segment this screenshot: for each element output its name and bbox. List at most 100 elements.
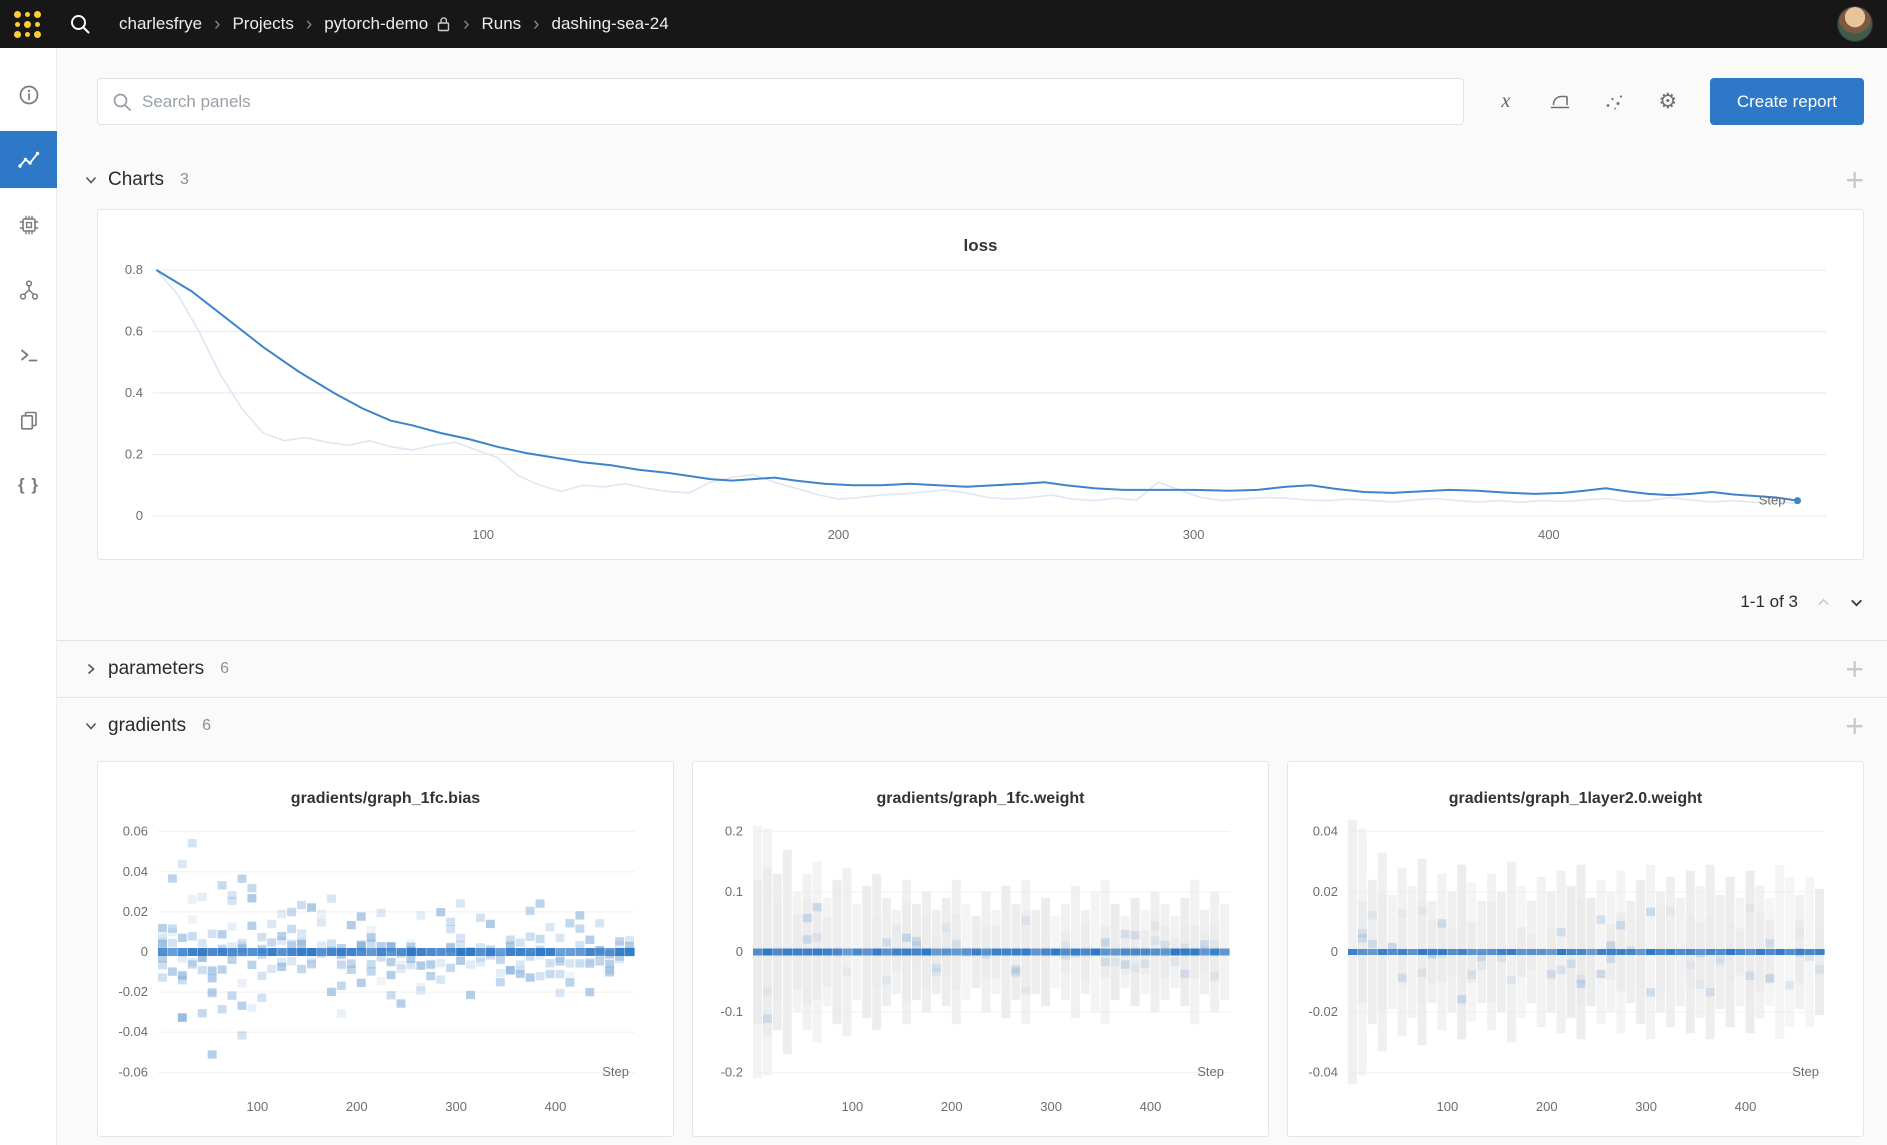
svg-text:0.1: 0.1 xyxy=(725,884,743,899)
svg-text:400: 400 xyxy=(1140,1099,1162,1114)
chevron-down-icon[interactable] xyxy=(84,173,102,187)
svg-text:0: 0 xyxy=(136,508,143,523)
chevron-down-icon[interactable] xyxy=(84,719,102,733)
svg-text:300: 300 xyxy=(1183,527,1205,542)
breadcrumb-run[interactable]: dashing-sea-24 xyxy=(551,14,669,33)
workspace-main: x ⚙ Create report Charts 3 + loss 0.8 0.6… xyxy=(57,48,1887,1145)
sidebar-item-files[interactable] xyxy=(0,391,57,448)
svg-text:200: 200 xyxy=(1536,1099,1558,1114)
gradient-heatmap-panel[interactable]: gradients/graph_1layer2.0.weight 0.04 0.0… xyxy=(1287,761,1864,1137)
gradients-section-count: 6 xyxy=(202,717,212,734)
svg-text:0: 0 xyxy=(1331,944,1338,959)
chevron-right-icon[interactable] xyxy=(84,662,102,676)
sidebar-item-charts[interactable] xyxy=(0,131,57,188)
parameters-section-header: parameters 6 + xyxy=(57,640,1887,697)
breadcrumb: charlesfrye › Projects › pytorch-demo › … xyxy=(119,14,669,34)
info-icon xyxy=(18,84,40,106)
svg-text:0.02: 0.02 xyxy=(123,904,148,919)
top-navbar: charlesfrye › Projects › pytorch-demo › … xyxy=(0,0,1887,48)
sidebar-item-logs[interactable] xyxy=(0,326,57,383)
breadcrumb-separator: › xyxy=(214,13,221,35)
charts-section-header: Charts 3 + xyxy=(84,162,1864,198)
gradient-heatmap-panel[interactable]: gradients/graph_1fc.weight 0.2 0.1 0 -0.1 -0… xyxy=(692,761,1269,1137)
charts-section-label[interactable]: Charts xyxy=(108,169,164,190)
svg-text:0: 0 xyxy=(736,944,743,959)
gradient-heatmap-chart[interactable]: 0.04 0.02 0 -0.02 -0.04 100 200 300 400 Step xyxy=(1288,762,1863,1136)
page-down-icon[interactable] xyxy=(1849,595,1864,610)
svg-text:0.6: 0.6 xyxy=(125,324,143,339)
toolbar-icon-group: x ⚙ xyxy=(1494,90,1680,114)
gradient-panel-title: gradients/graph_1layer2.0.weight xyxy=(1448,790,1703,807)
svg-text:300: 300 xyxy=(1040,1099,1062,1114)
parameters-section-label[interactable]: parameters xyxy=(108,658,205,679)
breadcrumb-user[interactable]: charlesfrye xyxy=(119,14,203,33)
svg-text:100: 100 xyxy=(1437,1099,1459,1114)
line-chart-icon xyxy=(17,148,41,172)
svg-text:-0.1: -0.1 xyxy=(721,1004,743,1019)
pagination-label: 1-1 of 3 xyxy=(1740,592,1798,611)
add-panel-icon[interactable]: + xyxy=(1845,708,1864,744)
svg-text:-0.04: -0.04 xyxy=(118,1024,148,1039)
charts-pagination: 1-1 of 3 xyxy=(97,586,1864,618)
search-icon xyxy=(113,93,131,111)
braces-icon: { } xyxy=(18,474,39,494)
files-icon xyxy=(18,409,40,431)
gradient-heatmap-chart[interactable]: 0.2 0.1 0 -0.1 -0.2 100 200 300 400 Step xyxy=(693,762,1268,1136)
svg-text:300: 300 xyxy=(1635,1099,1657,1114)
loss-chart-panel[interactable]: loss 0.8 0.6 0.4 0.2 0 100 200 300 400 Step xyxy=(97,209,1864,560)
settings-gear-icon[interactable]: ⚙ xyxy=(1658,89,1678,113)
parameters-section-count: 6 xyxy=(220,660,230,677)
gradient-heatmap-panel[interactable]: gradients/graph_1fc.bias 0.06 0.04 0.02 0 -0… xyxy=(97,761,674,1137)
svg-text:400: 400 xyxy=(1538,527,1560,542)
breadcrumb-separator: › xyxy=(533,13,540,35)
sidebar-item-artifacts[interactable]: { } xyxy=(0,456,57,513)
svg-text:0.04: 0.04 xyxy=(1313,824,1338,839)
create-report-button[interactable]: Create report xyxy=(1709,78,1864,125)
charts-section-count: 3 xyxy=(179,171,189,188)
svg-text:400: 400 xyxy=(545,1099,567,1114)
sidebar-item-model[interactable] xyxy=(0,261,57,318)
loss-chart-title: loss xyxy=(963,236,998,255)
loss-line-chart[interactable]: 0.8 0.6 0.4 0.2 0 100 200 300 400 Step xyxy=(98,210,1863,559)
svg-text:0.04: 0.04 xyxy=(123,864,148,879)
navbar-search-icon[interactable] xyxy=(69,13,91,35)
math-x-icon[interactable]: x xyxy=(1501,90,1511,112)
svg-text:-0.02: -0.02 xyxy=(1308,1004,1338,1019)
chip-icon xyxy=(18,214,40,236)
svg-text:-0.04: -0.04 xyxy=(1308,1064,1338,1079)
page-up-icon[interactable] xyxy=(1816,595,1831,610)
breadcrumb-project[interactable]: pytorch-demo xyxy=(324,14,429,33)
gradients-panel-row: gradients/graph_1fc.bias 0.06 0.04 0.02 0 -0… xyxy=(97,761,1864,1137)
svg-text:200: 200 xyxy=(828,527,850,542)
gradient-panel-title: gradients/graph_1fc.weight xyxy=(876,790,1085,807)
svg-text:Step: Step xyxy=(1792,1064,1819,1079)
panel-bank-icon[interactable] xyxy=(1548,90,1572,114)
sparkle-dots-icon[interactable] xyxy=(1602,90,1626,114)
left-sidebar: { } xyxy=(0,48,57,1145)
sidebar-item-system[interactable] xyxy=(0,196,57,253)
add-panel-icon[interactable]: + xyxy=(1845,162,1864,198)
lock-open-icon xyxy=(436,16,451,32)
svg-text:0.2: 0.2 xyxy=(725,824,743,839)
svg-text:Step: Step xyxy=(602,1064,629,1079)
search-panels-input[interactable] xyxy=(142,91,1449,112)
svg-text:200: 200 xyxy=(346,1099,368,1114)
svg-text:-0.2: -0.2 xyxy=(721,1064,743,1079)
add-panel-icon[interactable]: + xyxy=(1845,651,1864,687)
svg-text:Step: Step xyxy=(1759,493,1786,508)
svg-text:400: 400 xyxy=(1735,1099,1757,1114)
svg-text:0.8: 0.8 xyxy=(125,262,143,277)
breadcrumb-projects[interactable]: Projects xyxy=(232,14,294,33)
wandb-logo-icon[interactable] xyxy=(14,10,41,38)
svg-text:0.06: 0.06 xyxy=(123,824,148,839)
breadcrumb-separator: › xyxy=(463,13,470,35)
svg-text:0.4: 0.4 xyxy=(125,385,143,400)
user-avatar[interactable] xyxy=(1837,6,1873,42)
svg-text:300: 300 xyxy=(445,1099,467,1114)
panel-search-box[interactable] xyxy=(97,78,1464,125)
gradient-heatmap-chart[interactable]: 0.06 0.04 0.02 0 -0.02 -0.04 -0.06 100 200 300 400… xyxy=(98,762,673,1136)
svg-text:Step: Step xyxy=(1197,1064,1224,1079)
gradients-section-label[interactable]: gradients xyxy=(108,715,187,736)
breadcrumb-runs[interactable]: Runs xyxy=(481,14,522,33)
sidebar-item-overview[interactable] xyxy=(0,66,57,123)
